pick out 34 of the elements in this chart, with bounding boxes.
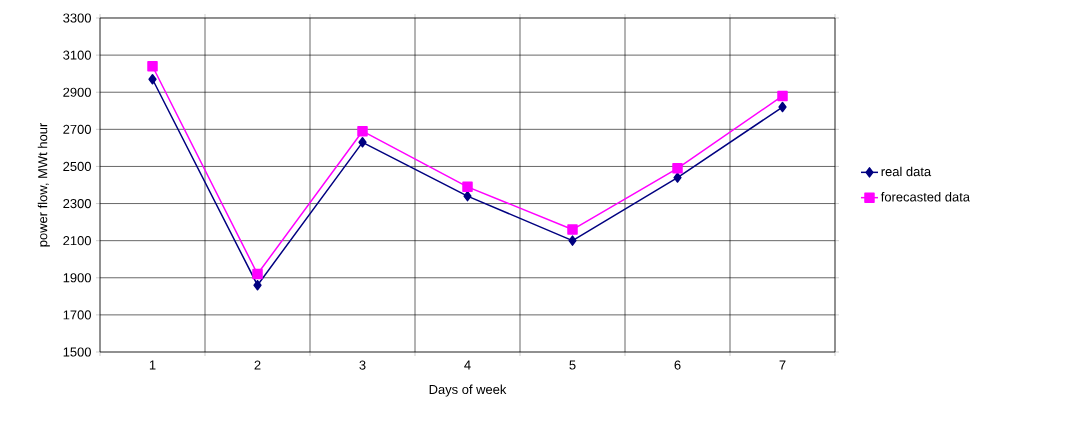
y-tick-label: 1900 <box>63 273 91 283</box>
x-tick-label: 4 <box>464 360 471 370</box>
point <box>673 172 682 183</box>
point <box>253 279 262 291</box>
point <box>252 268 263 280</box>
x-tick-label: 3 <box>359 360 366 370</box>
point <box>778 101 787 113</box>
x-tick-label: 5 <box>569 360 576 370</box>
y-tick-label: 2700 <box>63 124 91 134</box>
point <box>567 224 578 235</box>
point <box>777 90 788 102</box>
y-tick-label: 2100 <box>63 236 91 246</box>
y-tick-label: 2500 <box>63 161 91 172</box>
y-tick-label: 2900 <box>63 87 91 97</box>
point <box>147 60 158 72</box>
x-tick-label: 1 <box>149 360 156 370</box>
point <box>358 137 367 148</box>
x-tick-label: 7 <box>779 360 786 370</box>
point <box>357 125 368 137</box>
y-tick-label: 3100 <box>63 50 91 60</box>
y-tick-label: 3300 <box>63 13 91 23</box>
y-axis-title: power flow, MWt hour <box>37 122 50 247</box>
y-tick-label: 2300 <box>63 198 91 209</box>
x-tick-label: 6 <box>674 360 681 370</box>
point <box>462 181 473 193</box>
legend-label: real data <box>881 166 932 177</box>
x-tick-label: 2 <box>254 360 261 370</box>
point <box>672 163 683 174</box>
legend-label: forecasted data <box>880 191 970 202</box>
point <box>568 235 577 246</box>
point <box>148 73 157 85</box>
y-tick-label: 1700 <box>63 310 91 320</box>
x-axis-title: Days of week <box>429 384 507 397</box>
y-tick-label: 1500 <box>63 347 91 357</box>
